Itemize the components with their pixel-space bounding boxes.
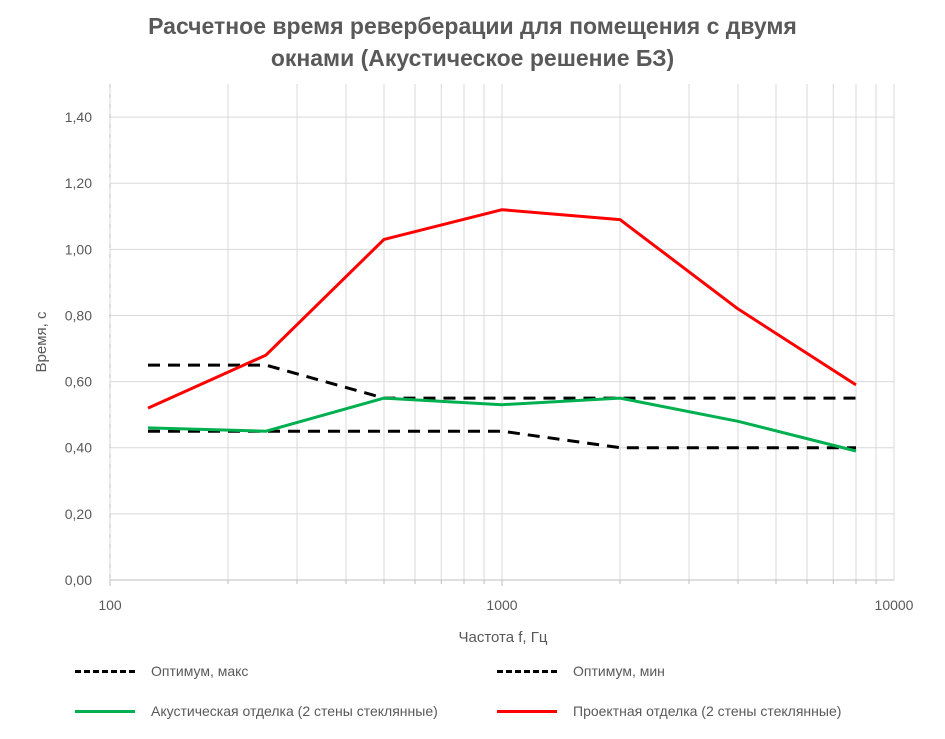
chart-title-line2: окнами (Акустическое решение БЗ) (270, 45, 675, 71)
series-lines (147, 208, 857, 453)
legend-label-opt-min: Оптимум, мин (573, 663, 665, 679)
chart-title-line1: Расчетное время реверберации для помещен… (148, 13, 797, 39)
x-axis-label: Частота f, Гц (459, 629, 548, 646)
x-tick-label: 1000 (486, 597, 517, 613)
legend-swatch-opt-min (497, 669, 557, 673)
legend-item-acoustic: Акустическая отделка (2 стены стеклянные… (75, 703, 438, 719)
x-tick-label: 100 (98, 597, 122, 613)
series-line-2 (147, 396, 857, 453)
y-tick-label: 1,00 (65, 241, 92, 257)
y-tick-label: 0,80 (65, 307, 92, 323)
y-tick-label: 1,20 (65, 175, 92, 191)
legend-swatch-opt-max (75, 669, 135, 673)
y-tick-label: 0,40 (65, 440, 92, 456)
legend-item-opt-max: Оптимум, макс (75, 663, 248, 679)
series-line-3 (147, 208, 857, 410)
grid-lines (109, 84, 895, 586)
legend-swatch-acoustic (75, 709, 135, 713)
x-tick-label: 10000 (875, 597, 914, 613)
legend-label-opt-max: Оптимум, макс (151, 663, 249, 679)
legend-item-opt-min: Оптимум, мин (497, 663, 665, 679)
y-tick-label: 1,40 (65, 109, 92, 125)
legend-label-project: Проектная отделка (2 стены стеклянные) (573, 703, 842, 719)
legend-swatch-project (497, 709, 557, 713)
y-tick-label: 0,20 (65, 506, 92, 522)
y-axis-label: Время, с (33, 311, 50, 372)
y-tick-labels: 0,00 0,20 0,40 0,60 0,80 1,00 1,20 1,40 (65, 109, 92, 588)
legend-label-acoustic: Акустическая отделка (2 стены стеклянные… (151, 703, 438, 719)
x-tick-labels: 100 1000 10000 (98, 597, 913, 613)
y-tick-label: 0,60 (65, 374, 92, 390)
y-tick-label: 0,00 (65, 572, 92, 588)
chart-title: Расчетное время реверберации для помещен… (0, 10, 945, 74)
legend-item-project: Проектная отделка (2 стены стеклянные) (497, 703, 841, 719)
series-line-1 (148, 429, 856, 450)
